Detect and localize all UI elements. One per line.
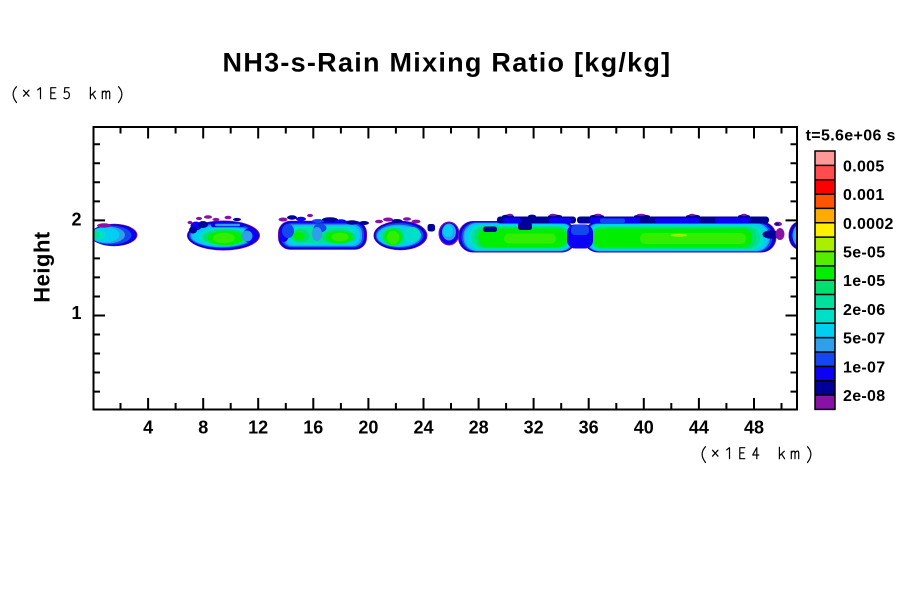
- svg-text:1e-07: 1e-07: [843, 359, 885, 376]
- svg-text:2: 2: [71, 210, 81, 230]
- svg-text:28: 28: [469, 417, 489, 437]
- svg-text:32: 32: [524, 417, 544, 437]
- svg-text:36: 36: [579, 417, 599, 437]
- svg-text:Height: Height: [29, 231, 54, 303]
- svg-text:48: 48: [744, 417, 764, 437]
- svg-text:40: 40: [634, 417, 654, 437]
- svg-text:2e-08: 2e-08: [843, 388, 885, 405]
- svg-text:1e-05: 1e-05: [843, 273, 885, 290]
- svg-text:24: 24: [413, 417, 433, 437]
- svg-text:44: 44: [689, 417, 709, 437]
- svg-text:8: 8: [198, 417, 208, 437]
- svg-text:0.005: 0.005: [843, 158, 885, 175]
- svg-text:4: 4: [143, 417, 153, 437]
- svg-text:5e-05: 5e-05: [843, 245, 885, 262]
- svg-text:12: 12: [248, 417, 268, 437]
- svg-text:0.001: 0.001: [843, 187, 885, 204]
- svg-text:16: 16: [303, 417, 323, 437]
- svg-text:5e-07: 5e-07: [843, 331, 885, 348]
- svg-text:1: 1: [71, 303, 81, 323]
- svg-text:2e-06: 2e-06: [843, 302, 885, 319]
- svg-text:20: 20: [358, 417, 378, 437]
- svg-text:0.0002: 0.0002: [843, 216, 894, 233]
- svg-text:t=5.6e+06 s: t=5.6e+06 s: [806, 127, 896, 144]
- svg-text:NH3-s-Rain Mixing Ratio [kg/kg: NH3-s-Rain Mixing Ratio [kg/kg]: [223, 48, 672, 78]
